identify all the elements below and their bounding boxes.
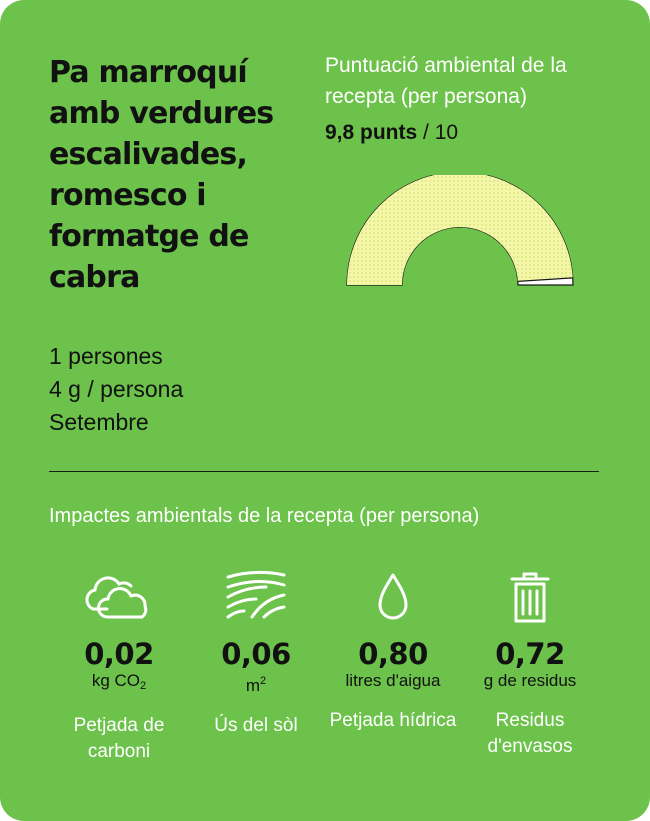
carbon-value: 0,02 xyxy=(84,637,154,671)
score-separator: / xyxy=(417,121,435,144)
waste-label: Residus d'envasos xyxy=(487,710,573,757)
metric-water: 0,80 litres d'aigua Petjada hídrica xyxy=(323,565,463,734)
season-month: Setembre xyxy=(49,409,149,435)
score-label: Puntuació ambiental de la recepta (per p… xyxy=(325,54,567,108)
land-use-label: Ús del sòl xyxy=(214,715,298,736)
trash-bin-icon xyxy=(510,572,550,623)
metric-packaging-waste: 0,72 g de residus Residus d'envasos xyxy=(460,565,600,760)
waste-value: 0,72 xyxy=(495,637,565,671)
metric-carbon: 0,02 kg CO2 Petjada de carboni xyxy=(49,565,189,765)
waste-unit: g de residus xyxy=(483,671,577,690)
metric-land-use: 0,06 m2 Ús del sòl xyxy=(186,565,326,739)
divider xyxy=(49,471,599,472)
water-label: Petjada hídrica xyxy=(329,710,457,731)
carbon-label: Petjada de carboni xyxy=(73,715,165,762)
impacts-title: Impactes ambientals de la recepta (per p… xyxy=(49,505,480,527)
score-max: 10 xyxy=(434,121,459,144)
score-value: 9,8 punts xyxy=(325,121,418,144)
gauge-outline xyxy=(517,277,573,282)
cloud-icon xyxy=(85,576,148,619)
weight-per-person: 4 g / persona xyxy=(49,376,184,402)
field-icon xyxy=(226,570,286,619)
score-line: 9,8 punts / 10 xyxy=(325,118,458,148)
land-use-unit: m2 xyxy=(245,675,267,695)
servings: 1 persones xyxy=(49,343,163,369)
recipe-details: 1 persones 4 g / persona Setembre xyxy=(49,340,183,439)
land-use-value: 0,06 xyxy=(221,637,291,671)
impact-metrics: 0,02 kg CO2 Petjada de carboni 0,06 m2 Ú… xyxy=(49,565,609,775)
score-gauge xyxy=(346,175,574,286)
water-unit: litres d'aigua xyxy=(345,671,441,690)
gauge-texture xyxy=(347,175,573,285)
carbon-unit: kg CO2 xyxy=(91,671,147,692)
water-drop-icon xyxy=(378,573,408,620)
water-value: 0,80 xyxy=(358,637,428,671)
recipe-title: Pa marroquí amb verdures escalivades, ro… xyxy=(49,55,274,295)
